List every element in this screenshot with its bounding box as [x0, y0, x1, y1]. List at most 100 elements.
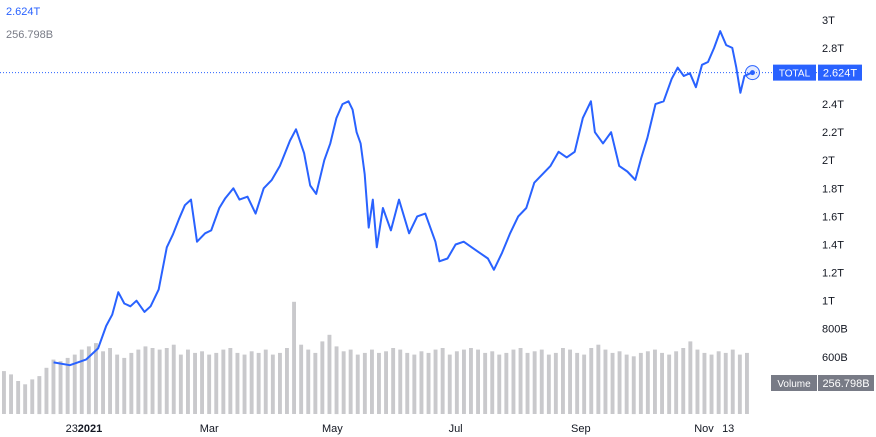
- volume-bar: [490, 351, 495, 414]
- volume-bar: [136, 349, 141, 414]
- volume-bar: [412, 354, 417, 414]
- volume-bar: [44, 367, 49, 414]
- volume-series: [2, 301, 749, 415]
- x-tick-label: Jul: [449, 423, 463, 435]
- y-tick-label: 600B: [822, 352, 848, 364]
- volume-bar: [108, 348, 112, 414]
- volume-bar: [256, 352, 261, 414]
- volume-bar: [730, 349, 735, 414]
- volume-bar: [462, 349, 466, 414]
- volume-bar: [242, 354, 247, 414]
- volume-readout: 256.798B: [6, 29, 54, 41]
- y-tick-label: 800B: [822, 324, 848, 336]
- volume-bar: [553, 352, 558, 414]
- volume-bar: [596, 344, 601, 414]
- x-tick-label: Mar: [200, 423, 219, 435]
- volume-bar: [737, 354, 742, 414]
- volume-bar: [207, 354, 212, 414]
- total-series: [0, 30, 818, 367]
- volume-bar: [157, 349, 162, 414]
- last-point-dot: [749, 70, 755, 76]
- volume-bar: [327, 334, 332, 414]
- volume-bar: [16, 381, 21, 414]
- volume-bar: [589, 348, 594, 414]
- volume-bar: [561, 348, 565, 414]
- y-tick-label: 2.4T: [822, 99, 844, 111]
- volume-bar: [65, 357, 70, 414]
- volume-bar: [575, 352, 580, 414]
- volume-bar: [299, 344, 304, 414]
- y-tick-label: 1.6T: [822, 211, 844, 223]
- y-tick-label: 3T: [822, 15, 835, 27]
- y-tick-label: 1.4T: [822, 240, 844, 252]
- volume-bar: [150, 348, 155, 414]
- volume-bar: [483, 352, 488, 414]
- volume-bar: [745, 352, 749, 414]
- volume-bar: [101, 351, 105, 414]
- volume-bar: [362, 352, 367, 414]
- volume-bar: [186, 349, 190, 414]
- total-value-label: TOTAL 2.624T: [773, 64, 862, 81]
- volume-bar: [638, 352, 643, 414]
- volume-bar: [660, 352, 664, 414]
- volume-bar: [681, 348, 686, 414]
- volume-bar: [72, 354, 77, 414]
- volume-bar: [214, 352, 219, 414]
- volume-value-label: Volume 256.798B: [771, 375, 874, 391]
- volume-bar: [249, 351, 254, 414]
- volume-bar: [546, 354, 551, 414]
- y-tick-label: 1T: [822, 296, 835, 308]
- volume-bar: [355, 354, 360, 414]
- y-tick-label: 2.8T: [822, 43, 844, 55]
- volume-bar: [391, 348, 396, 414]
- volume-bar: [178, 354, 183, 414]
- volume-bar: [278, 352, 282, 414]
- price-readout: 2.624T: [6, 6, 41, 18]
- volume-bar: [270, 354, 275, 414]
- volume-bar: [617, 351, 622, 414]
- volume-bar: [235, 352, 240, 414]
- volume-bar: [603, 349, 608, 414]
- volume-bar: [143, 346, 148, 415]
- volume-bar: [645, 351, 650, 414]
- volume-bar: [405, 352, 410, 414]
- volume-bar: [320, 341, 325, 414]
- volume-bar: [723, 352, 728, 414]
- volume-bar: [306, 349, 311, 414]
- volume-bar: [702, 352, 707, 414]
- volume-bar: [263, 349, 268, 414]
- volume-bar: [568, 349, 572, 414]
- volume-bar: [433, 349, 438, 414]
- volume-bar: [419, 351, 424, 414]
- volume-bar: [532, 351, 537, 414]
- volume-bar: [447, 354, 452, 414]
- x-tick-label: Nov: [694, 423, 714, 435]
- volume-bar: [23, 384, 28, 414]
- volume-bar: [51, 359, 56, 415]
- x-tick-label: 2021: [78, 423, 102, 435]
- volume-bar: [582, 354, 587, 414]
- volume-bar: [2, 371, 6, 414]
- volume-bar: [497, 354, 502, 414]
- volume-bar: [164, 348, 169, 414]
- total-line: [53, 30, 753, 367]
- volume-bar: [631, 356, 636, 415]
- volume-bar: [716, 351, 721, 414]
- y-tick-label: 1.8T: [822, 183, 844, 195]
- volume-bar: [292, 301, 296, 414]
- volume-bar: [129, 352, 134, 414]
- volume-bar: [193, 352, 197, 414]
- volume-bar: [221, 349, 226, 414]
- volume-bar: [384, 351, 388, 414]
- volume-bar: [122, 357, 127, 414]
- volume-bar: [539, 349, 544, 414]
- volume-bar: [171, 344, 176, 414]
- volume-bar: [341, 351, 346, 414]
- volume-bar: [37, 376, 42, 415]
- volume-bar: [86, 346, 91, 415]
- volume-bar: [58, 361, 63, 414]
- x-axis: 23 2021 Mar May Jul Sep Nov 13: [66, 423, 735, 435]
- volume-bar: [610, 352, 615, 414]
- volume-bar: [377, 352, 381, 414]
